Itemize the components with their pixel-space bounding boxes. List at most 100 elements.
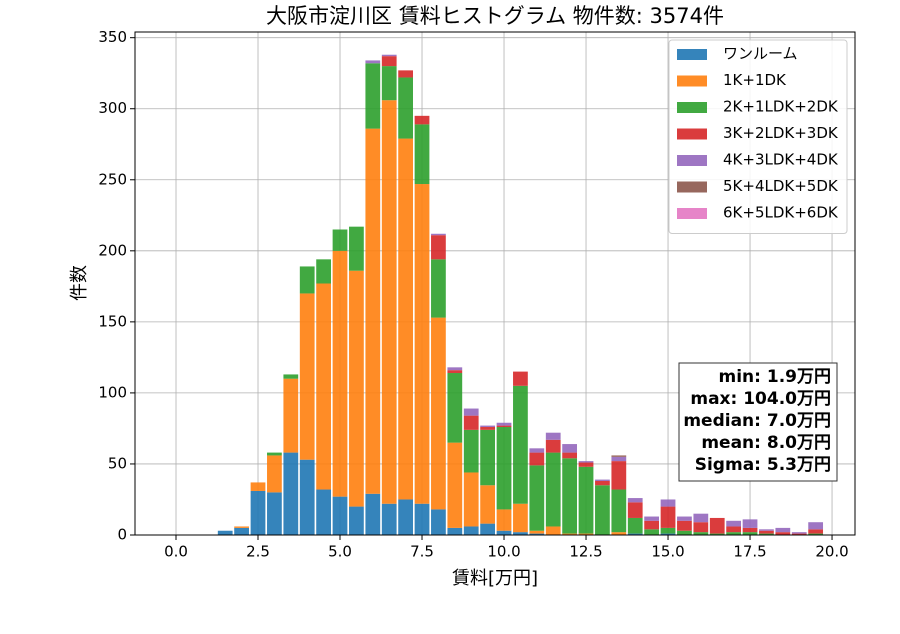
bar-segment: [513, 532, 528, 535]
y-tick-label: 200: [98, 241, 127, 259]
bar-segment: [431, 235, 446, 260]
x-tick-label: 0.0: [164, 543, 188, 561]
bar-segment: [463, 415, 479, 430]
legend-swatch: [677, 75, 707, 87]
bar-segment: [759, 529, 774, 531]
bar-segment: [414, 124, 430, 185]
bar-segment: [775, 527, 791, 533]
bar-segment: [562, 458, 578, 534]
bar-segment: [316, 259, 331, 284]
bar-segment: [381, 100, 397, 504]
x-tick-label: 7.5: [410, 543, 434, 561]
bar-segment: [529, 533, 545, 535]
bar-segment: [480, 523, 495, 535]
bar-segment: [529, 530, 545, 534]
bar-segment: [299, 459, 315, 535]
bar-segment: [365, 493, 381, 535]
bar-segment: [808, 529, 824, 534]
bar-segment: [775, 532, 791, 535]
bar-segment: [250, 490, 266, 535]
legend-swatch: [677, 208, 707, 219]
bar-segment: [709, 517, 725, 534]
bar-segment: [480, 425, 495, 428]
stats-line: median: 7.0万円: [683, 411, 831, 431]
bar-segment: [283, 378, 299, 453]
bar-segment: [463, 526, 479, 535]
x-tick-label: 15.0: [651, 543, 684, 561]
bar-segment: [545, 452, 561, 527]
bar-segment: [611, 455, 627, 457]
bar-segment: [709, 533, 725, 535]
bar-segment: [414, 115, 430, 125]
bar-segment: [381, 56, 397, 67]
bar-segment: [480, 427, 495, 430]
bar-segment: [398, 77, 413, 139]
bar-segment: [365, 128, 381, 494]
bar-segment: [611, 532, 627, 535]
bar-segment: [513, 503, 528, 533]
bar-segment: [660, 499, 676, 507]
bar-segment: [578, 533, 594, 535]
y-tick-label: 150: [98, 312, 127, 330]
x-tick-label: 10.0: [487, 543, 520, 561]
bar-segment: [431, 317, 446, 510]
bar-segment: [611, 461, 627, 490]
bar-segment: [595, 481, 610, 486]
bar-segment: [414, 184, 430, 504]
bar-segment: [496, 530, 512, 535]
bar-segment: [234, 526, 249, 528]
bar-segment: [463, 408, 479, 416]
x-axis-label: 賃料[万円]: [452, 568, 538, 589]
bar-segment: [398, 138, 413, 500]
bar-segment: [791, 533, 807, 535]
bar-segment: [381, 503, 397, 535]
bar-segment: [808, 522, 824, 530]
x-tick-label: 5.0: [328, 543, 352, 561]
bar-segment: [627, 533, 643, 535]
bar-segment: [677, 530, 692, 535]
bar-segment: [283, 374, 299, 379]
bar-segment: [381, 66, 397, 101]
x-tick-label: 17.5: [733, 543, 766, 561]
legend-label: 4K+3LDK+4DK: [723, 151, 839, 169]
bar-segment: [316, 283, 331, 490]
stats-line: Sigma: 5.3万円: [695, 455, 831, 475]
x-tick-label: 12.5: [569, 543, 602, 561]
bar-segment: [496, 425, 512, 428]
y-tick-label: 350: [98, 28, 127, 46]
bar-segment: [759, 533, 774, 535]
y-tick-label: 100: [98, 383, 127, 401]
legend-label: 5K+4LDK+5DK: [723, 177, 839, 195]
bar-segment: [480, 429, 495, 486]
chart-title: 大阪市淀川区 賃料ヒストグラム 物件数: 3574件: [266, 4, 724, 28]
bar-segment: [349, 506, 364, 535]
bar-segment: [431, 509, 446, 535]
legend-label: 1K+1DK: [723, 71, 787, 89]
bar-segment: [480, 485, 495, 524]
y-tick-label: 0: [117, 526, 127, 544]
bar-segment: [791, 532, 807, 534]
bar-segment: [726, 520, 742, 527]
bar-segment: [562, 452, 578, 459]
plot-frame: [134, 31, 856, 536]
bar-segment: [627, 502, 643, 518]
bar-segment: [660, 533, 676, 535]
bar-segment: [562, 444, 578, 453]
bar-segment: [234, 527, 249, 535]
bar-segment: [808, 533, 824, 535]
y-tick-label: 250: [98, 170, 127, 188]
bar-segment: [595, 485, 610, 535]
bar-segment: [365, 60, 381, 64]
bar-segment: [463, 429, 479, 473]
bar-segment: [726, 526, 742, 533]
bar-segment: [742, 519, 758, 528]
x-tick-label: 2.5: [246, 543, 270, 561]
legend-swatch: [677, 49, 707, 60]
bar-segment: [431, 233, 446, 236]
bar-segment: [529, 448, 545, 453]
bar-segment: [562, 533, 578, 535]
bar-segment: [513, 371, 528, 386]
